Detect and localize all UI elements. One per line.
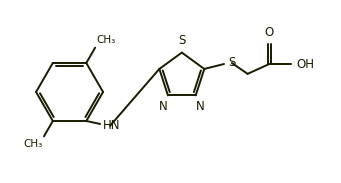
Text: N: N	[196, 100, 205, 113]
Text: S: S	[228, 55, 235, 69]
Text: HN: HN	[103, 119, 120, 132]
Text: OH: OH	[296, 57, 314, 70]
Text: S: S	[178, 34, 186, 47]
Text: CH₃: CH₃	[96, 35, 115, 45]
Text: CH₃: CH₃	[24, 139, 43, 149]
Text: N: N	[159, 100, 167, 113]
Text: O: O	[265, 26, 274, 39]
